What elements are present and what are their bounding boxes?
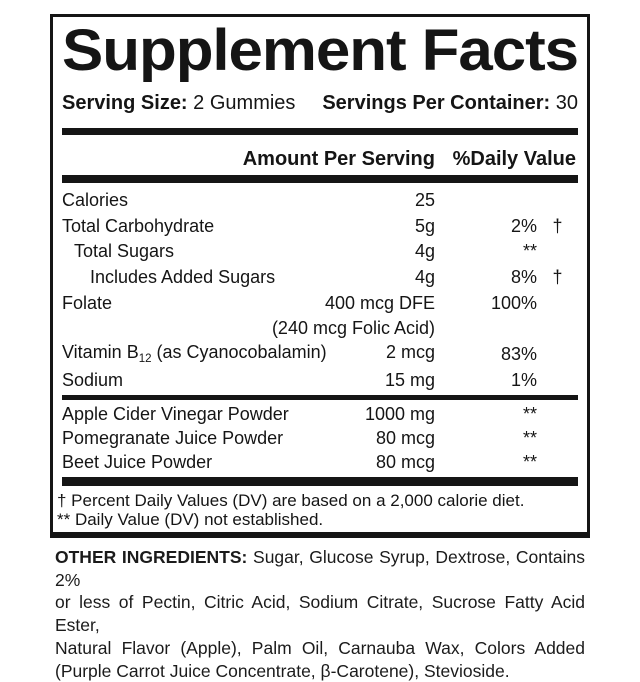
fact-dv: 2% [510,215,537,236]
serving-info-row: Serving Size: 2 Gummies Servings Per Con… [62,91,578,115]
fact-dv: ** [522,427,537,448]
servings-per-container: Servings Per Container: 30 [322,91,578,115]
fact-dagger-mark: † [552,215,563,236]
divider-medium [62,394,578,400]
fact-dv: 83% [500,343,537,364]
serving-size: Serving Size: 2 Gummies [62,91,295,115]
other-ingredients-label: OTHER INGREDIENTS: [55,547,248,567]
fact-row-apple-cider-vinegar: Apple Cider Vinegar Powder 1000 mg ** [62,402,578,426]
serving-size-label: Serving Size: [62,92,188,114]
servings-per-container-label: Servings Per Container: [322,92,551,114]
panel-title-text: Supplement Facts [62,18,579,83]
fact-amount: 4g [414,266,435,287]
nutrient-rows: Calories 25 Total Carbohydrate 5g 2% † Tot… [62,187,578,393]
other-ingredients: OTHER INGREDIENTS: Sugar, Glucose Syrup,… [55,546,585,682]
fact-row-sodium: Sodium 15 mg 1% [62,367,578,393]
serving-size-value: 2 Gummies [193,92,296,114]
fact-amount: 15 mg [384,369,435,390]
divider-heavy-header [62,175,578,183]
fact-row-vitamin-b12: Vitamin B12 (as Cyanocobalamin) 2 mcg 83% [62,341,578,367]
footnote-not-established: ** Daily Value (DV) not established. [57,510,324,530]
footnote-daily-values: † Percent Daily Values (DV) are based on… [57,491,525,511]
other-ingredients-line: OTHER INGREDIENTS: Sugar, Glucose Syrup,… [55,547,585,590]
fact-name: Pomegranate Juice Powder [62,427,284,448]
fact-dv: ** [522,403,537,424]
divider-heavy-top [62,128,578,135]
fact-name: Sodium [62,369,124,390]
fact-name: Beet Juice Powder [62,452,213,473]
servings-per-container-value: 30 [555,92,578,114]
fact-name: Total Sugars [74,241,175,262]
panel-title: Supplement Facts [62,18,579,83]
other-ingredients-line: or less of Pectin, Citric Acid, Sodium C… [55,592,585,636]
fact-row-folic-acid-note: (240 mcg Folic Acid) [62,315,578,341]
fact-row-calories: Calories 25 [62,187,578,213]
divider-heavy-bottom [62,477,578,487]
fact-row-folate: Folate 400 mcg DFE 100% [62,290,578,316]
fact-amount: 5g [414,215,435,236]
fact-name: Calories [62,189,129,210]
fact-dv: 100% [490,292,537,313]
fact-amount: 4g [414,241,435,262]
other-ingredients-line: (Purple Carrot Juice Concentrate, β-Caro… [55,660,510,681]
fact-name: Total Carbohydrate [62,215,215,236]
fact-dagger-mark: † [552,266,563,287]
fact-name: Apple Cider Vinegar Powder [62,403,289,424]
fact-amount: 80 mcg [375,452,435,473]
ingredient-rows: Apple Cider Vinegar Powder 1000 mg ** Pom… [62,402,578,475]
b12-subscript: 12 [138,353,152,366]
fact-row-pomegranate-juice: Pomegranate Juice Powder 80 mcg ** [62,426,578,450]
fact-row-total-sugars: Total Sugars 4g ** [62,238,578,264]
other-ingredients-line: Natural Flavor (Apple), Palm Oil, Carnau… [55,637,585,658]
footnotes: † Percent Daily Values (DV) are based on… [57,491,578,529]
fact-dv: ** [522,241,537,262]
fact-name: Includes Added Sugars [90,266,276,287]
fact-row-beet-juice: Beet Juice Powder 80 mcg ** [62,450,578,474]
fact-dv: ** [522,452,537,473]
column-header-daily-value: %Daily Value [452,148,576,170]
supplement-facts-panel: Supplement Facts Serving Size: 2 Gummies… [50,14,590,538]
fact-amount: 80 mcg [375,427,435,448]
fact-dv: 8% [510,266,537,287]
column-header-amount: Amount Per Serving [242,148,435,170]
fact-name: Vitamin B12 (as Cyanocobalamin) [62,342,327,366]
fact-amount: (240 mcg Folic Acid) [271,318,435,339]
column-header-row: Amount Per Serving %Daily Value [62,135,578,175]
fact-amount: 1000 mg [364,403,435,424]
fact-row-total-carbohydrate: Total Carbohydrate 5g 2% † [62,213,578,239]
fact-dv: 1% [510,369,537,390]
fact-amount: 2 mcg [385,342,435,363]
fact-amount: 400 mcg DFE [324,292,435,313]
fact-row-added-sugars: Includes Added Sugars 4g 8% † [62,264,578,290]
fact-amount: 25 [414,189,435,210]
fact-name: Folate [62,292,113,313]
